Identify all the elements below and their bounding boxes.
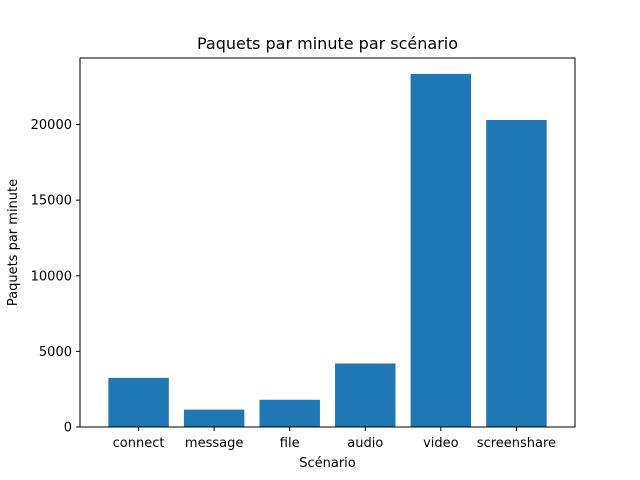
- y-tick-label-10000: 10000: [31, 269, 72, 284]
- bar-video: [410, 73, 472, 428]
- x-tick-label-audio: audio: [347, 436, 383, 451]
- y-tick-label-0: 0: [64, 421, 72, 436]
- y-tick-label-20000: 20000: [31, 118, 72, 133]
- bar-screenshare: [486, 120, 547, 428]
- x-tick-label-video: video: [423, 436, 459, 451]
- x-tick-label-file: file: [280, 436, 300, 451]
- bar-message: [183, 409, 245, 427]
- y-axis-ticks: 0 5000 10000 15000 20000: [31, 118, 80, 436]
- bar-file: [259, 399, 320, 427]
- plot-frame: [79, 57, 576, 428]
- bars-layer: [108, 73, 547, 428]
- x-axis-label: Scénario: [299, 456, 356, 471]
- chart-title: Paquets par minute par scénario: [197, 34, 458, 53]
- x-tick-label-message: message: [185, 436, 243, 451]
- bar-connect: [108, 377, 169, 427]
- x-tick-label-connect: connect: [113, 436, 165, 451]
- y-tick-label-15000: 15000: [31, 194, 72, 209]
- x-axis-ticks: connect message file audio video screenshare: [113, 427, 556, 451]
- y-tick-label-5000: 5000: [39, 345, 72, 360]
- y-axis-label: Paquets par minute: [6, 179, 21, 306]
- bar-audio: [335, 363, 396, 427]
- x-tick-label-screenshare: screenshare: [477, 436, 556, 451]
